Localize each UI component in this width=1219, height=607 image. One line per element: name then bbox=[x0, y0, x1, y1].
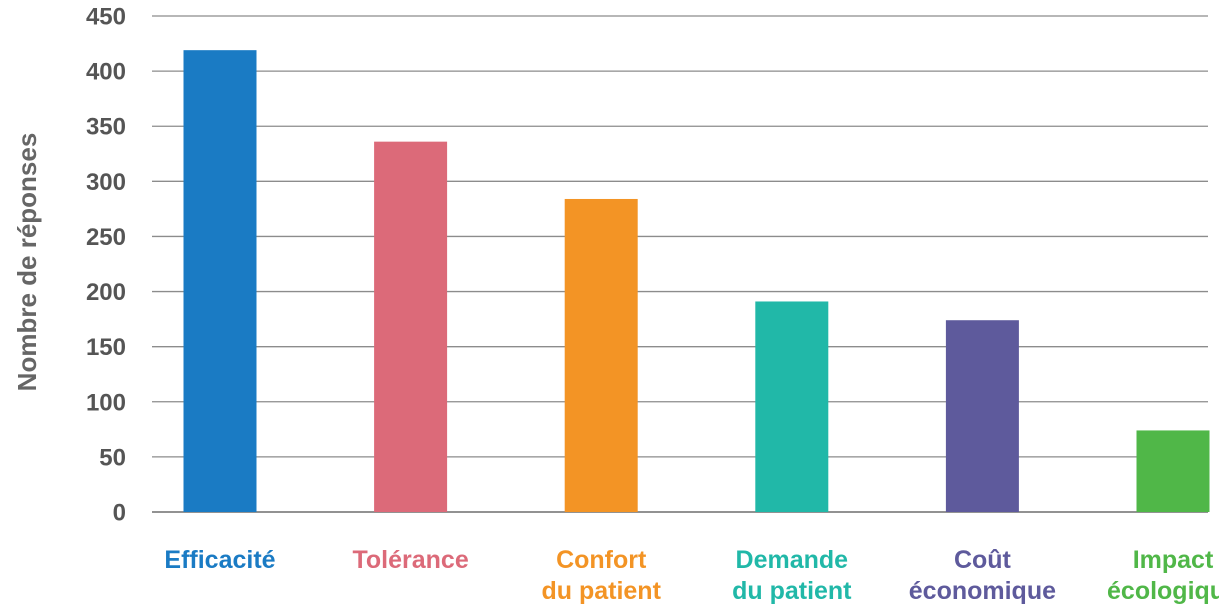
x-category-label-line: Impact bbox=[1133, 546, 1214, 574]
x-axis-labels: Efficacité Tolérance Confort du patientDema… bbox=[164, 546, 1219, 605]
x-category-label: Tolérance bbox=[352, 546, 468, 574]
y-axis-label: Nombre de réponses bbox=[12, 133, 42, 392]
bar bbox=[374, 141, 448, 513]
x-category-label: Impact écologique bbox=[1107, 546, 1219, 605]
y-tick-label: 150 bbox=[86, 334, 126, 361]
bar bbox=[1136, 430, 1210, 512]
x-category-label-line: Tolérance bbox=[352, 546, 468, 574]
x-category-label: Efficacité bbox=[164, 546, 275, 574]
bar bbox=[564, 198, 638, 513]
y-tick-label: 350 bbox=[86, 114, 126, 141]
bar bbox=[755, 301, 829, 512]
y-axis-ticks: 0 50 100 150 200 250 300 350 400 450 bbox=[86, 4, 126, 527]
y-tick-label: 0 bbox=[113, 500, 126, 527]
x-category-label-line: Coût bbox=[954, 546, 1012, 574]
y-tick-label: 400 bbox=[86, 59, 126, 86]
x-category-label-line: économique bbox=[909, 577, 1056, 605]
x-category-label-line: Efficacité bbox=[164, 546, 275, 574]
y-tick-label: 450 bbox=[86, 4, 126, 31]
x-category-label-line: Demande bbox=[736, 546, 849, 574]
y-tick-label: 50 bbox=[99, 444, 126, 471]
x-category-label-line: Confort bbox=[556, 546, 647, 574]
x-category-label-line: écologique bbox=[1107, 577, 1219, 605]
x-category-label: Confort du patient bbox=[541, 546, 661, 605]
y-tick-label: 100 bbox=[86, 389, 126, 416]
y-tick-label: 250 bbox=[86, 224, 126, 251]
x-category-label: Demande du patient bbox=[732, 546, 852, 605]
y-tick-label: 200 bbox=[86, 279, 126, 306]
x-category-label-line: du patient bbox=[732, 577, 852, 605]
x-category-label: Coût économique bbox=[909, 546, 1056, 605]
y-tick-label: 300 bbox=[86, 169, 126, 196]
gridlines bbox=[152, 15, 1208, 513]
bar bbox=[945, 320, 1019, 512]
x-category-label-line: du patient bbox=[541, 577, 661, 605]
bar bbox=[183, 50, 257, 513]
bars bbox=[183, 50, 1210, 513]
